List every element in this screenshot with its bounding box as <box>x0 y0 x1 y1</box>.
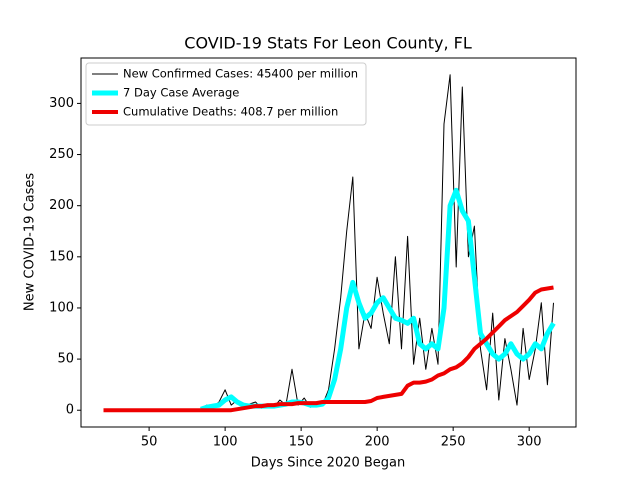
x-tick-label: 300 <box>517 435 542 450</box>
legend-label: New Confirmed Cases: 45400 per million <box>123 67 358 81</box>
y-tick-label: 50 <box>57 352 74 367</box>
x-tick-label: 100 <box>213 435 238 450</box>
x-tick-label: 250 <box>441 435 466 450</box>
legend-label: Cumulative Deaths: 408.7 per million <box>123 105 338 119</box>
x-axis-label: Days Since 2020 Began <box>251 456 406 471</box>
y-tick-label: 0 <box>66 403 74 418</box>
x-tick-label: 50 <box>141 435 158 450</box>
legend-box <box>85 62 367 126</box>
x-tick-label: 200 <box>365 435 390 450</box>
series-line <box>103 285 554 413</box>
y-tick-label: 250 <box>49 147 74 162</box>
x-tick-label: 150 <box>289 435 314 450</box>
plot-frame <box>80 57 577 428</box>
y-tick-label: 150 <box>49 249 74 264</box>
y-tick-label: 200 <box>49 198 74 213</box>
y-tick-label: 100 <box>49 300 74 315</box>
y-axis-label: New COVID-19 Cases <box>23 173 38 311</box>
legend-label: 7 Day Case Average <box>123 86 239 100</box>
y-tick-label: 300 <box>49 96 74 111</box>
chart-title: COVID-19 Stats For Leon County, FL <box>184 34 472 53</box>
series-line <box>200 187 556 412</box>
